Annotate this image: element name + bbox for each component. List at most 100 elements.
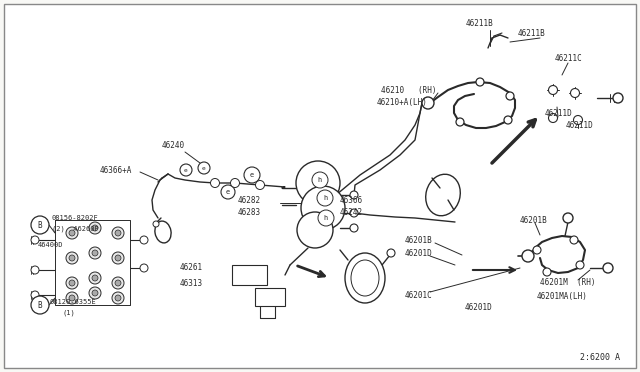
Text: 46211D: 46211D xyxy=(566,121,594,129)
Circle shape xyxy=(422,97,434,109)
Text: 46201MA(LH): 46201MA(LH) xyxy=(537,292,588,301)
Circle shape xyxy=(112,227,124,239)
Text: 46211B: 46211B xyxy=(466,19,493,28)
Text: 46201B: 46201B xyxy=(405,235,433,244)
Circle shape xyxy=(180,164,192,176)
Circle shape xyxy=(66,277,78,289)
Circle shape xyxy=(112,252,124,264)
Circle shape xyxy=(255,180,264,189)
Text: B: B xyxy=(38,221,42,230)
Circle shape xyxy=(31,266,39,274)
Text: 46210   (RH): 46210 (RH) xyxy=(381,86,436,94)
Text: 46201D: 46201D xyxy=(405,248,433,257)
Circle shape xyxy=(115,255,121,261)
Circle shape xyxy=(115,295,121,301)
Text: 46261: 46261 xyxy=(180,263,203,273)
Circle shape xyxy=(112,277,124,289)
Circle shape xyxy=(31,296,49,314)
Circle shape xyxy=(476,78,484,86)
Circle shape xyxy=(296,161,340,205)
Text: 46211C: 46211C xyxy=(555,54,583,62)
Text: 46400D: 46400D xyxy=(38,242,63,248)
Text: 46201C: 46201C xyxy=(405,291,433,299)
Circle shape xyxy=(570,89,579,97)
Circle shape xyxy=(506,92,514,100)
Text: e: e xyxy=(250,172,254,178)
Circle shape xyxy=(576,261,584,269)
Circle shape xyxy=(115,230,121,236)
Circle shape xyxy=(69,255,75,261)
Circle shape xyxy=(543,268,551,276)
Ellipse shape xyxy=(345,253,385,303)
Circle shape xyxy=(522,250,534,262)
Circle shape xyxy=(570,236,578,244)
Ellipse shape xyxy=(155,221,171,243)
Text: 46366+A: 46366+A xyxy=(100,166,132,174)
Circle shape xyxy=(456,118,464,126)
Circle shape xyxy=(244,167,260,183)
Circle shape xyxy=(66,292,78,304)
Circle shape xyxy=(301,186,345,230)
Circle shape xyxy=(89,222,101,234)
Circle shape xyxy=(89,287,101,299)
Bar xyxy=(255,288,285,306)
Circle shape xyxy=(573,115,582,125)
Text: B: B xyxy=(38,301,42,310)
Circle shape xyxy=(140,236,148,244)
Text: (1): (1) xyxy=(62,310,75,316)
Circle shape xyxy=(221,185,235,199)
Circle shape xyxy=(504,116,512,124)
Text: 2:6200 A: 2:6200 A xyxy=(580,353,620,362)
Text: 46240: 46240 xyxy=(162,141,185,150)
Circle shape xyxy=(31,291,39,299)
Text: 08156-8202F: 08156-8202F xyxy=(52,215,99,221)
Circle shape xyxy=(153,221,159,227)
Text: 46366: 46366 xyxy=(340,196,363,205)
Circle shape xyxy=(112,292,124,304)
Text: 46211B: 46211B xyxy=(518,29,546,38)
Circle shape xyxy=(211,179,220,187)
Text: 46210+A(LH): 46210+A(LH) xyxy=(377,97,428,106)
Circle shape xyxy=(312,172,328,188)
Circle shape xyxy=(297,212,333,248)
Circle shape xyxy=(92,225,98,231)
Circle shape xyxy=(387,249,395,257)
Text: e: e xyxy=(202,166,206,170)
Text: 46283: 46283 xyxy=(238,208,261,217)
Text: h: h xyxy=(323,195,327,201)
Circle shape xyxy=(31,236,39,244)
Circle shape xyxy=(92,290,98,296)
Circle shape xyxy=(350,224,358,232)
Circle shape xyxy=(563,213,573,223)
Circle shape xyxy=(603,263,613,273)
Text: 08120-6355E: 08120-6355E xyxy=(50,299,97,305)
Text: 46201B: 46201B xyxy=(520,215,548,224)
Circle shape xyxy=(318,210,334,226)
Circle shape xyxy=(548,86,557,94)
Bar xyxy=(232,265,267,285)
Text: 46211D: 46211D xyxy=(545,109,573,118)
Circle shape xyxy=(69,230,75,236)
Circle shape xyxy=(89,247,101,259)
Text: 46201D: 46201D xyxy=(465,302,493,311)
Circle shape xyxy=(198,162,210,174)
Circle shape xyxy=(317,190,333,206)
Text: e: e xyxy=(184,167,188,173)
Circle shape xyxy=(69,295,75,301)
Text: e: e xyxy=(226,189,230,195)
Text: 46313: 46313 xyxy=(180,279,203,288)
Text: 46201M  (RH): 46201M (RH) xyxy=(540,279,595,288)
Circle shape xyxy=(115,280,121,286)
Circle shape xyxy=(89,272,101,284)
Text: 46282: 46282 xyxy=(238,196,261,205)
Text: 46242: 46242 xyxy=(340,208,363,217)
Circle shape xyxy=(230,179,239,187)
Text: (2)  46260P: (2) 46260P xyxy=(52,226,99,232)
Circle shape xyxy=(548,113,557,122)
Circle shape xyxy=(31,216,49,234)
Circle shape xyxy=(140,264,148,272)
Circle shape xyxy=(350,209,358,217)
Circle shape xyxy=(92,250,98,256)
Text: h: h xyxy=(324,215,328,221)
Circle shape xyxy=(350,191,358,199)
